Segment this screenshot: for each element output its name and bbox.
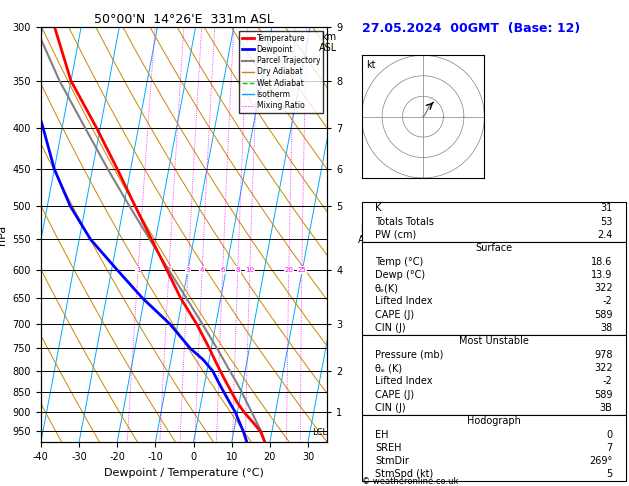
Text: 978: 978 <box>594 350 613 360</box>
Text: 6: 6 <box>220 267 225 273</box>
Text: 322: 322 <box>594 363 613 373</box>
Y-axis label: hPa: hPa <box>0 225 7 244</box>
Text: Surface: Surface <box>475 243 513 253</box>
X-axis label: Dewpoint / Temperature (°C): Dewpoint / Temperature (°C) <box>104 468 264 478</box>
Text: StmDir: StmDir <box>375 456 409 466</box>
Text: 38: 38 <box>601 323 613 333</box>
Text: -2: -2 <box>603 376 613 386</box>
Title: 50°00'N  14°26'E  331m ASL: 50°00'N 14°26'E 331m ASL <box>94 13 274 26</box>
Text: 10: 10 <box>245 267 254 273</box>
Text: kt: kt <box>367 60 376 70</box>
Text: © weatheronline.co.uk: © weatheronline.co.uk <box>362 477 458 486</box>
Text: Most Unstable: Most Unstable <box>459 336 529 347</box>
Text: CIN (J): CIN (J) <box>375 403 406 413</box>
Text: Totals Totals: Totals Totals <box>375 217 434 226</box>
Y-axis label: km
ASL: km ASL <box>359 224 377 245</box>
Legend: Temperature, Dewpoint, Parcel Trajectory, Dry Adiabat, Wet Adiabat, Isotherm, Mi: Temperature, Dewpoint, Parcel Trajectory… <box>239 31 323 113</box>
Text: StmSpd (kt): StmSpd (kt) <box>375 469 433 480</box>
Text: CAPE (J): CAPE (J) <box>375 390 414 399</box>
Text: 1: 1 <box>136 267 140 273</box>
Text: 589: 589 <box>594 310 613 320</box>
Text: 4: 4 <box>200 267 204 273</box>
Text: 27.05.2024  00GMT  (Base: 12): 27.05.2024 00GMT (Base: 12) <box>362 22 580 35</box>
Text: θₑ (K): θₑ (K) <box>375 363 402 373</box>
Text: km
ASL: km ASL <box>319 32 338 53</box>
Text: 2.4: 2.4 <box>598 230 613 240</box>
Text: 322: 322 <box>594 283 613 293</box>
Text: CIN (J): CIN (J) <box>375 323 406 333</box>
Text: 2: 2 <box>167 267 171 273</box>
Text: 269°: 269° <box>589 456 613 466</box>
Text: Pressure (mb): Pressure (mb) <box>375 350 443 360</box>
Text: Lifted Index: Lifted Index <box>375 376 432 386</box>
Text: 25: 25 <box>298 267 306 273</box>
Text: 3B: 3B <box>600 403 613 413</box>
Text: Temp (°C): Temp (°C) <box>375 257 423 267</box>
Text: SREH: SREH <box>375 443 401 453</box>
Text: -2: -2 <box>603 296 613 307</box>
Text: CAPE (J): CAPE (J) <box>375 310 414 320</box>
Text: Lifted Index: Lifted Index <box>375 296 432 307</box>
Text: 31: 31 <box>601 203 613 213</box>
Text: 8: 8 <box>235 267 240 273</box>
Text: 20: 20 <box>284 267 293 273</box>
Text: 0: 0 <box>606 430 613 439</box>
Text: 589: 589 <box>594 390 613 399</box>
Text: 5: 5 <box>606 469 613 480</box>
Text: θₑ(K): θₑ(K) <box>375 283 399 293</box>
Text: 53: 53 <box>600 217 613 226</box>
Text: 18.6: 18.6 <box>591 257 613 267</box>
Text: 13.9: 13.9 <box>591 270 613 280</box>
Text: 3: 3 <box>186 267 191 273</box>
Text: LCL: LCL <box>312 428 327 437</box>
Text: 7: 7 <box>606 443 613 453</box>
Text: PW (cm): PW (cm) <box>375 230 416 240</box>
Text: Hodograph: Hodograph <box>467 416 521 426</box>
Text: EH: EH <box>375 430 388 439</box>
Text: K: K <box>375 203 381 213</box>
Text: Dewp (°C): Dewp (°C) <box>375 270 425 280</box>
